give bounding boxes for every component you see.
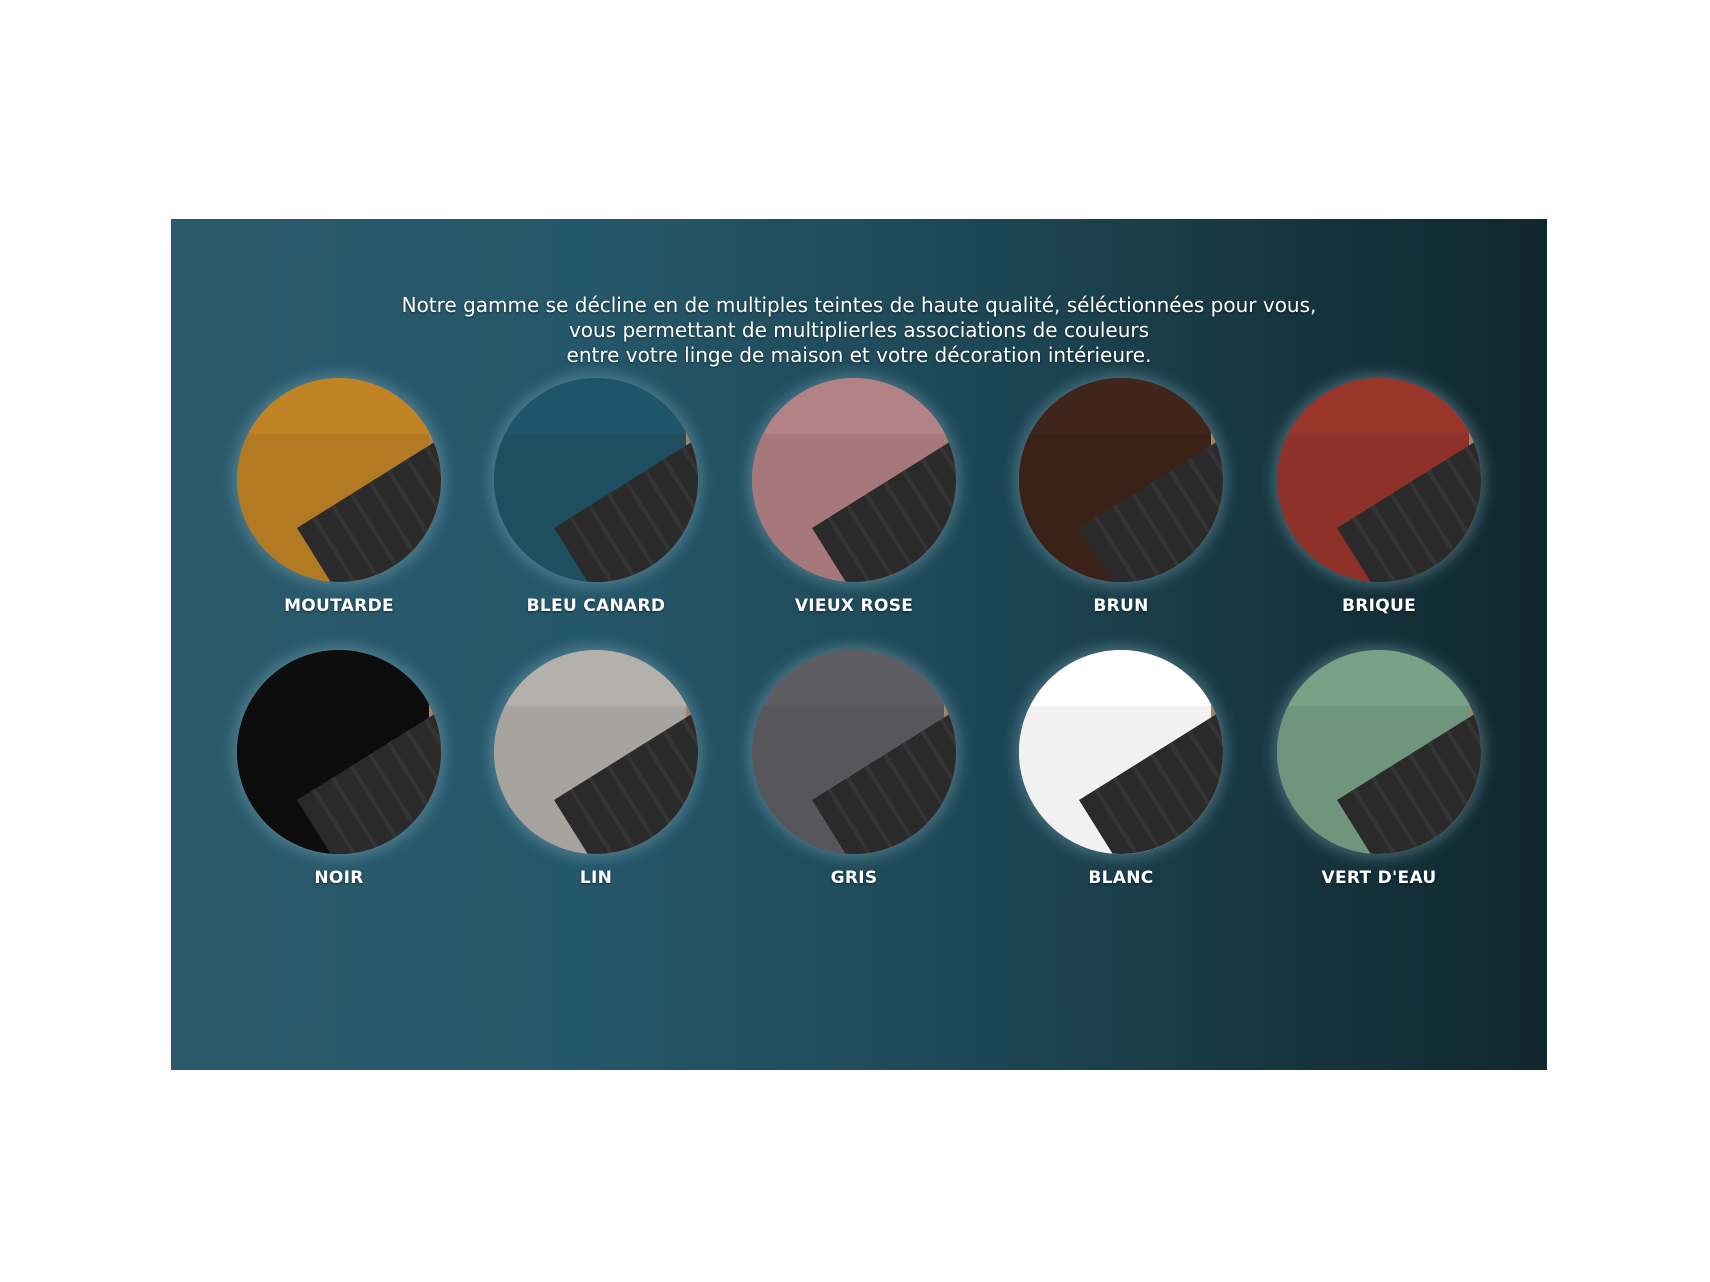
intro-line-3: entre votre linge de maison et votre déc… xyxy=(566,343,1152,367)
intro-text: Notre gamme se décline en de multiples t… xyxy=(171,293,1547,368)
swatch-image xyxy=(1019,650,1223,854)
pillow xyxy=(1287,650,1383,712)
swatch-image xyxy=(494,650,698,854)
swatch-image xyxy=(237,378,441,582)
pillow xyxy=(854,378,946,440)
pillow xyxy=(339,650,431,712)
swatch-label: BLANC xyxy=(1088,868,1154,888)
color-swatch[interactable]: BRUN xyxy=(991,378,1251,616)
pillow xyxy=(596,650,688,712)
pillow xyxy=(1121,378,1213,440)
pillow xyxy=(1029,650,1125,712)
pillow xyxy=(1029,378,1125,440)
swatch-image xyxy=(752,378,956,582)
pillow xyxy=(596,378,688,440)
color-swatch[interactable]: MOUTARDE xyxy=(209,378,469,616)
pillow xyxy=(1287,378,1383,440)
swatch-label: GRIS xyxy=(830,868,878,888)
swatch-image xyxy=(752,650,956,854)
pillow xyxy=(854,650,946,712)
color-swatch[interactable]: NOIR xyxy=(209,650,469,888)
color-range-banner: Notre gamme se décline en de multiples t… xyxy=(171,219,1547,1070)
intro-line-2: vous permettant de multiplierles associa… xyxy=(568,318,1150,342)
intro-line-1: Notre gamme se décline en de multiples t… xyxy=(401,293,1317,317)
swatch-label: BRUN xyxy=(1093,596,1149,616)
swatch-label: BLEU CANARD xyxy=(526,596,666,616)
swatch-label: NOIR xyxy=(314,868,364,888)
color-swatch[interactable]: GRIS xyxy=(724,650,984,888)
swatch-image xyxy=(1277,650,1481,854)
color-swatch[interactable]: BRIQUE xyxy=(1249,378,1509,616)
swatch-label: VIEUX ROSE xyxy=(794,596,914,616)
color-swatch[interactable]: VIEUX ROSE xyxy=(724,378,984,616)
swatch-image xyxy=(237,650,441,854)
color-swatch[interactable]: BLANC xyxy=(991,650,1251,888)
swatch-label: MOUTARDE xyxy=(284,596,394,616)
swatch-image xyxy=(1019,378,1223,582)
pillow xyxy=(247,378,343,440)
pillow xyxy=(247,650,343,712)
pillow xyxy=(762,650,858,712)
color-swatch[interactable]: VERT D'EAU xyxy=(1249,650,1509,888)
pillow xyxy=(1121,650,1213,712)
pillow xyxy=(504,650,600,712)
swatch-label: BRIQUE xyxy=(1341,596,1417,616)
color-swatch[interactable]: LIN xyxy=(466,650,726,888)
swatch-image xyxy=(1277,378,1481,582)
swatch-label: LIN xyxy=(579,868,613,888)
pillow xyxy=(1379,650,1471,712)
color-swatch[interactable]: BLEU CANARD xyxy=(466,378,726,616)
pillow xyxy=(339,378,431,440)
pillow xyxy=(504,378,600,440)
pillow xyxy=(1379,378,1471,440)
swatch-image xyxy=(494,378,698,582)
pillow xyxy=(762,378,858,440)
swatch-label: VERT D'EAU xyxy=(1321,868,1437,888)
